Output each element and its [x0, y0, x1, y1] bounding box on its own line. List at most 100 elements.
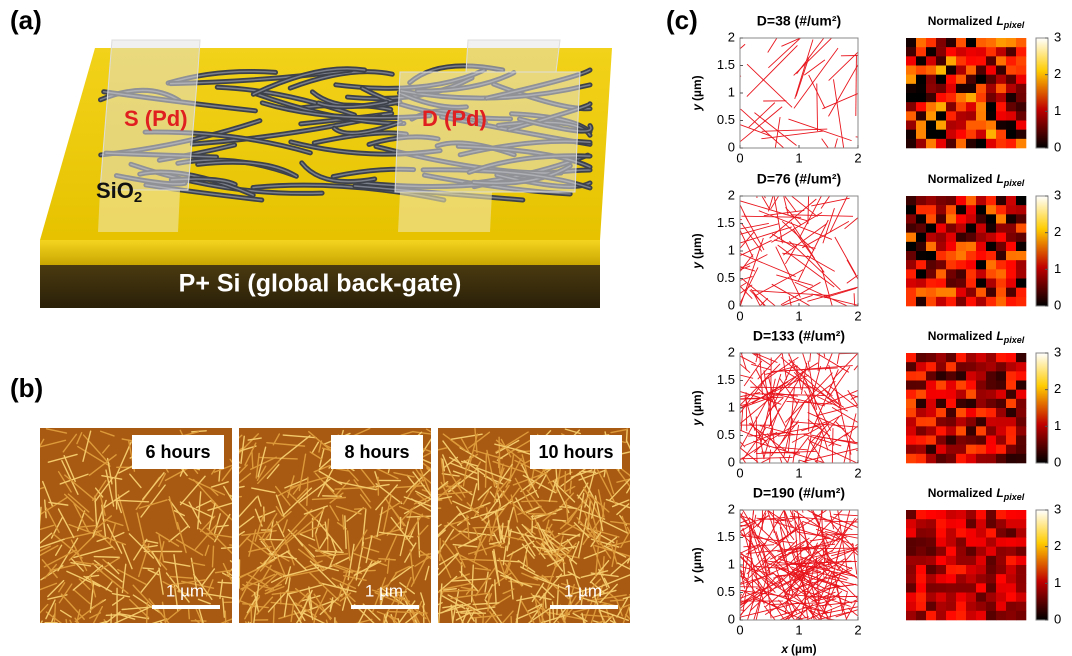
heatmap-cell — [1006, 288, 1016, 297]
heatmap-cell — [946, 602, 956, 611]
x-tick-label: 2 — [854, 308, 861, 323]
heatmap-cell — [926, 417, 936, 426]
time-label: 10 hours — [538, 442, 613, 462]
heatmap-cell — [986, 593, 996, 602]
afm-fiber — [161, 622, 184, 644]
panel-label: (c) — [666, 5, 698, 35]
y-tick-label: 0.5 — [717, 584, 735, 599]
heatmap-cell — [956, 353, 966, 362]
heatmap-cell — [936, 390, 946, 399]
heatmap-cell — [966, 538, 976, 547]
heatmap-cell — [906, 224, 916, 233]
heatmap-cell — [976, 602, 986, 611]
heatmap-cell — [916, 390, 926, 399]
heatmap-cell — [956, 399, 966, 408]
heatmap-cell — [986, 251, 996, 260]
heatmap-cell — [906, 47, 916, 56]
x-axis-label: x(µm) — [780, 642, 816, 656]
tube-line — [705, 76, 741, 102]
heatmap-cell — [976, 399, 986, 408]
afm-fiber — [241, 625, 251, 635]
heatmap-cell — [936, 436, 946, 445]
heatmap-cell — [956, 279, 966, 288]
heatmap-cell — [946, 269, 956, 278]
heatmap-cell — [906, 565, 916, 574]
heatmap-cell — [986, 214, 996, 223]
heatmap-cell — [976, 214, 986, 223]
heatmap-cell — [956, 556, 966, 565]
heatmap-cell — [956, 602, 966, 611]
heatmap-cell — [996, 214, 1006, 223]
heatmap-cell — [906, 454, 916, 463]
heatmap-cell — [926, 436, 936, 445]
heatmap-cell — [916, 121, 926, 130]
afm-fiber — [548, 627, 577, 648]
heatmap-cell — [936, 547, 946, 556]
heatmap-cell — [996, 260, 1006, 269]
heatmap-cell — [926, 233, 936, 242]
heatmap-cell — [1016, 593, 1026, 602]
heatmap-cell — [956, 288, 966, 297]
afm-fiber — [80, 625, 106, 633]
heatmap-cell — [966, 593, 976, 602]
heatmap-cell — [916, 371, 926, 380]
heatmap-cell — [966, 233, 976, 242]
scale-bar — [550, 605, 618, 609]
heatmap-cell — [1006, 574, 1016, 583]
heatmap-cell — [956, 56, 966, 65]
heatmap-cell — [996, 297, 1006, 306]
heatmap-cell — [966, 611, 976, 620]
heatmap-cell — [966, 362, 976, 371]
heatmap-cell — [936, 84, 946, 93]
heatmap-cell — [1016, 390, 1026, 399]
heatmap-cell — [996, 556, 1006, 565]
heatmap-cell — [976, 390, 986, 399]
heatmap-cell — [976, 408, 986, 417]
afm-fiber — [626, 429, 627, 442]
heatmap-cell — [956, 611, 966, 620]
heatmap-cell — [996, 205, 1006, 214]
heatmap-subscript: pixel — [1003, 335, 1025, 345]
heatmap-cell — [936, 445, 946, 454]
heatmap-cell — [926, 538, 936, 547]
heatmap-cell — [1016, 556, 1026, 565]
heatmap-cell — [946, 84, 956, 93]
heatmap-cell — [1006, 556, 1016, 565]
colorbar-tick-label: 1 — [1054, 103, 1061, 118]
heatmap-cell — [966, 75, 976, 84]
heatmap-cell — [916, 611, 926, 620]
y-tick-label: 2 — [728, 344, 735, 359]
afm-fiber — [248, 622, 249, 652]
heatmap-cell — [976, 583, 986, 592]
heatmap-cell — [906, 196, 916, 205]
heatmap-cell — [1016, 260, 1026, 269]
heatmap-cell — [976, 381, 986, 390]
heatmap-cell — [946, 408, 956, 417]
heatmap-cell — [996, 233, 1006, 242]
heatmap-cell — [1016, 436, 1026, 445]
heatmap-cell — [916, 445, 926, 454]
heatmap-cell — [1016, 353, 1026, 362]
heatmap-cell — [916, 593, 926, 602]
heatmap-cell — [956, 445, 966, 454]
heatmap-cell — [906, 288, 916, 297]
heatmap-cell — [936, 426, 946, 435]
heatmap-cell — [1016, 510, 1026, 519]
colorbar-tick-label: 3 — [1054, 187, 1061, 202]
afm-fiber — [438, 627, 470, 643]
heatmap-cell — [956, 371, 966, 380]
heatmap-cell — [976, 251, 986, 260]
oxide-text: SiO — [96, 178, 134, 203]
afm-fiber — [143, 628, 152, 637]
heatmap-cell — [926, 381, 936, 390]
heatmap-cell — [946, 556, 956, 565]
heatmap-cell — [956, 454, 966, 463]
heatmap-cell — [946, 242, 956, 251]
heatmap-cell — [966, 528, 976, 537]
heatmap-cell — [996, 399, 1006, 408]
y-tick-label: 0 — [728, 611, 735, 626]
afm-fiber — [432, 627, 454, 655]
heatmap-cell — [946, 38, 956, 47]
heatmap-cell — [946, 547, 956, 556]
heatmap-cell — [996, 565, 1006, 574]
